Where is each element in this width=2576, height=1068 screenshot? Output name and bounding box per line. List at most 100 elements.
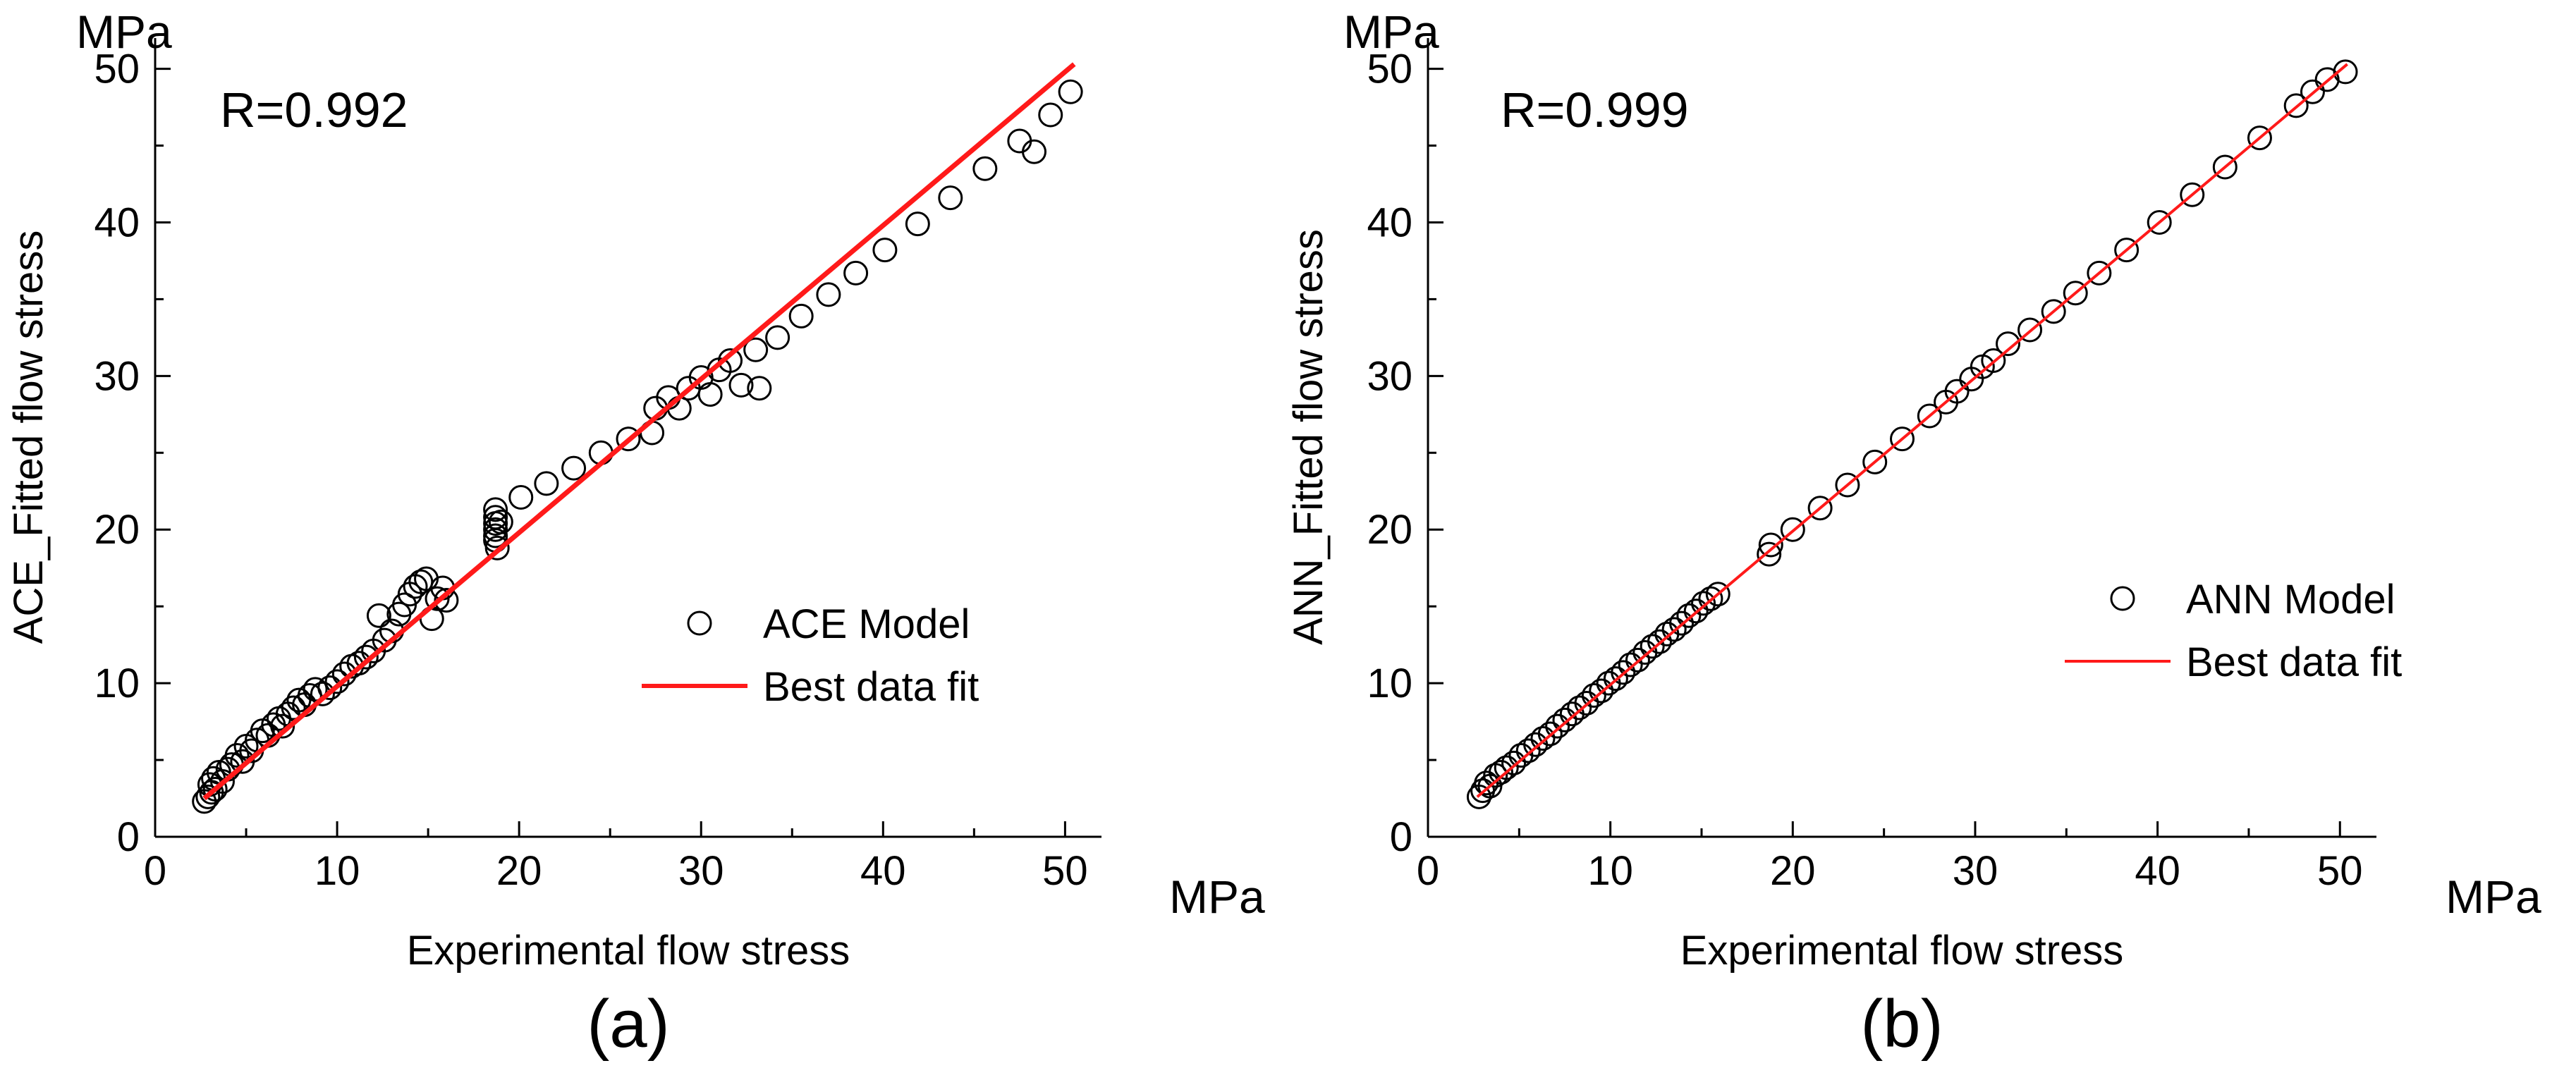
y-tick-label: 0 [117,814,140,860]
data-point [353,644,379,670]
data-point [434,587,459,613]
data-point [281,695,306,720]
data-point [1758,532,1783,558]
data-point [1676,603,1702,628]
data-point [872,238,898,263]
data-point [816,282,841,307]
x-tick-label: 20 [496,848,542,894]
data-point [508,484,534,510]
data-point [224,743,250,768]
y-tick-label: 10 [1367,661,1412,706]
x-tick-label: 20 [1770,848,1816,894]
data-point [2247,125,2272,151]
best-fit-line [202,62,1076,801]
legend-label-line: Best data fit [2186,639,2402,685]
data-point [747,376,772,401]
r-value-annotation: R=0.992 [220,82,408,137]
data-point [1007,128,1032,154]
x-tick-label: 10 [1587,848,1633,894]
data-point [2147,209,2172,235]
data-point [1890,426,1915,452]
data-point [561,455,587,481]
x-tick-label: 0 [144,848,166,894]
data-point [743,337,769,362]
y-tick-label: 20 [94,507,140,553]
data-point [2300,79,2325,104]
data-point [843,260,869,286]
data-point [1494,755,1519,780]
data-point [484,535,510,560]
data-point [1545,713,1570,739]
data-point [2063,281,2088,306]
data-point [788,303,814,329]
data-point [483,497,508,522]
x-axis-title: Experimental flow stress [1680,928,2124,974]
data-point [1618,652,1643,677]
data-point [1944,379,1970,404]
x-tick-label: 40 [2135,848,2180,894]
legend-marker-points [687,610,712,636]
data-point [1552,707,1577,732]
x-tick-label: 0 [1417,848,1439,894]
panel-caption: (a) [587,986,669,1062]
data-point [2333,59,2358,85]
data-point [2087,260,2112,286]
data-point [2114,238,2139,263]
data-point [2212,154,2238,180]
y-tick-label: 50 [94,47,140,92]
data-point [1807,496,1833,521]
best-fit-line [1476,63,2348,798]
y-axis-title: ACE_Fitted flow stress [6,231,51,644]
legend-label-points: ACE Model [763,601,970,647]
y-unit-label: MPa [1343,6,1439,58]
data-point [202,776,228,802]
data-point [1757,541,1782,567]
legend-label-points: ANN Model [2186,577,2395,622]
data-point [366,603,391,628]
data-point [1683,599,1709,624]
data-point [1862,449,1888,474]
data-point [1022,139,1047,164]
x-tick-label: 30 [1953,848,1998,894]
x-tick-label: 40 [860,848,906,894]
data-point [1981,348,2006,374]
data-point [1698,586,1723,611]
x-axis-title: Experimental flow stress [407,928,850,974]
data-point [2018,317,2043,343]
y-tick-label: 20 [1367,507,1412,553]
data-point [1488,759,1513,785]
data-point [1589,678,1614,704]
x-tick-label: 10 [315,848,360,894]
data-point [1917,403,1942,429]
chart-panel-b: MPa MPa R=0.999 ANN_Fitted flow stress E… [1286,6,2541,1062]
data-point [1611,660,1636,685]
data-point [346,651,372,676]
data-point [616,426,641,452]
data-point [2283,93,2309,118]
data-point [1537,721,1563,747]
data-point [1669,610,1695,636]
data-point [483,517,508,542]
data-point [1691,591,1716,616]
data-point [1705,582,1730,607]
data-point [1625,647,1650,673]
panel-caption: (b) [1860,986,1943,1062]
data-point [1661,617,1687,642]
data-point [488,509,513,534]
data-point [303,677,328,702]
chart-panel-a: MPa MPa R=0.992 ACE_Fitted flow stress E… [6,6,1265,1062]
data-point [1603,666,1628,692]
x-tick-label: 30 [678,848,724,894]
data-point [270,713,295,739]
data-point [1996,331,2021,357]
y-tick-label: 40 [94,200,140,245]
data-point [1530,726,1556,751]
data-point [1640,634,1665,659]
y-tick-label: 0 [1390,814,1412,860]
y-tick-label: 30 [94,353,140,399]
data-point [2041,299,2066,324]
x-unit-label: MPa [2446,871,2541,923]
y-tick-label: 40 [1367,200,1412,245]
data-point [728,372,754,398]
